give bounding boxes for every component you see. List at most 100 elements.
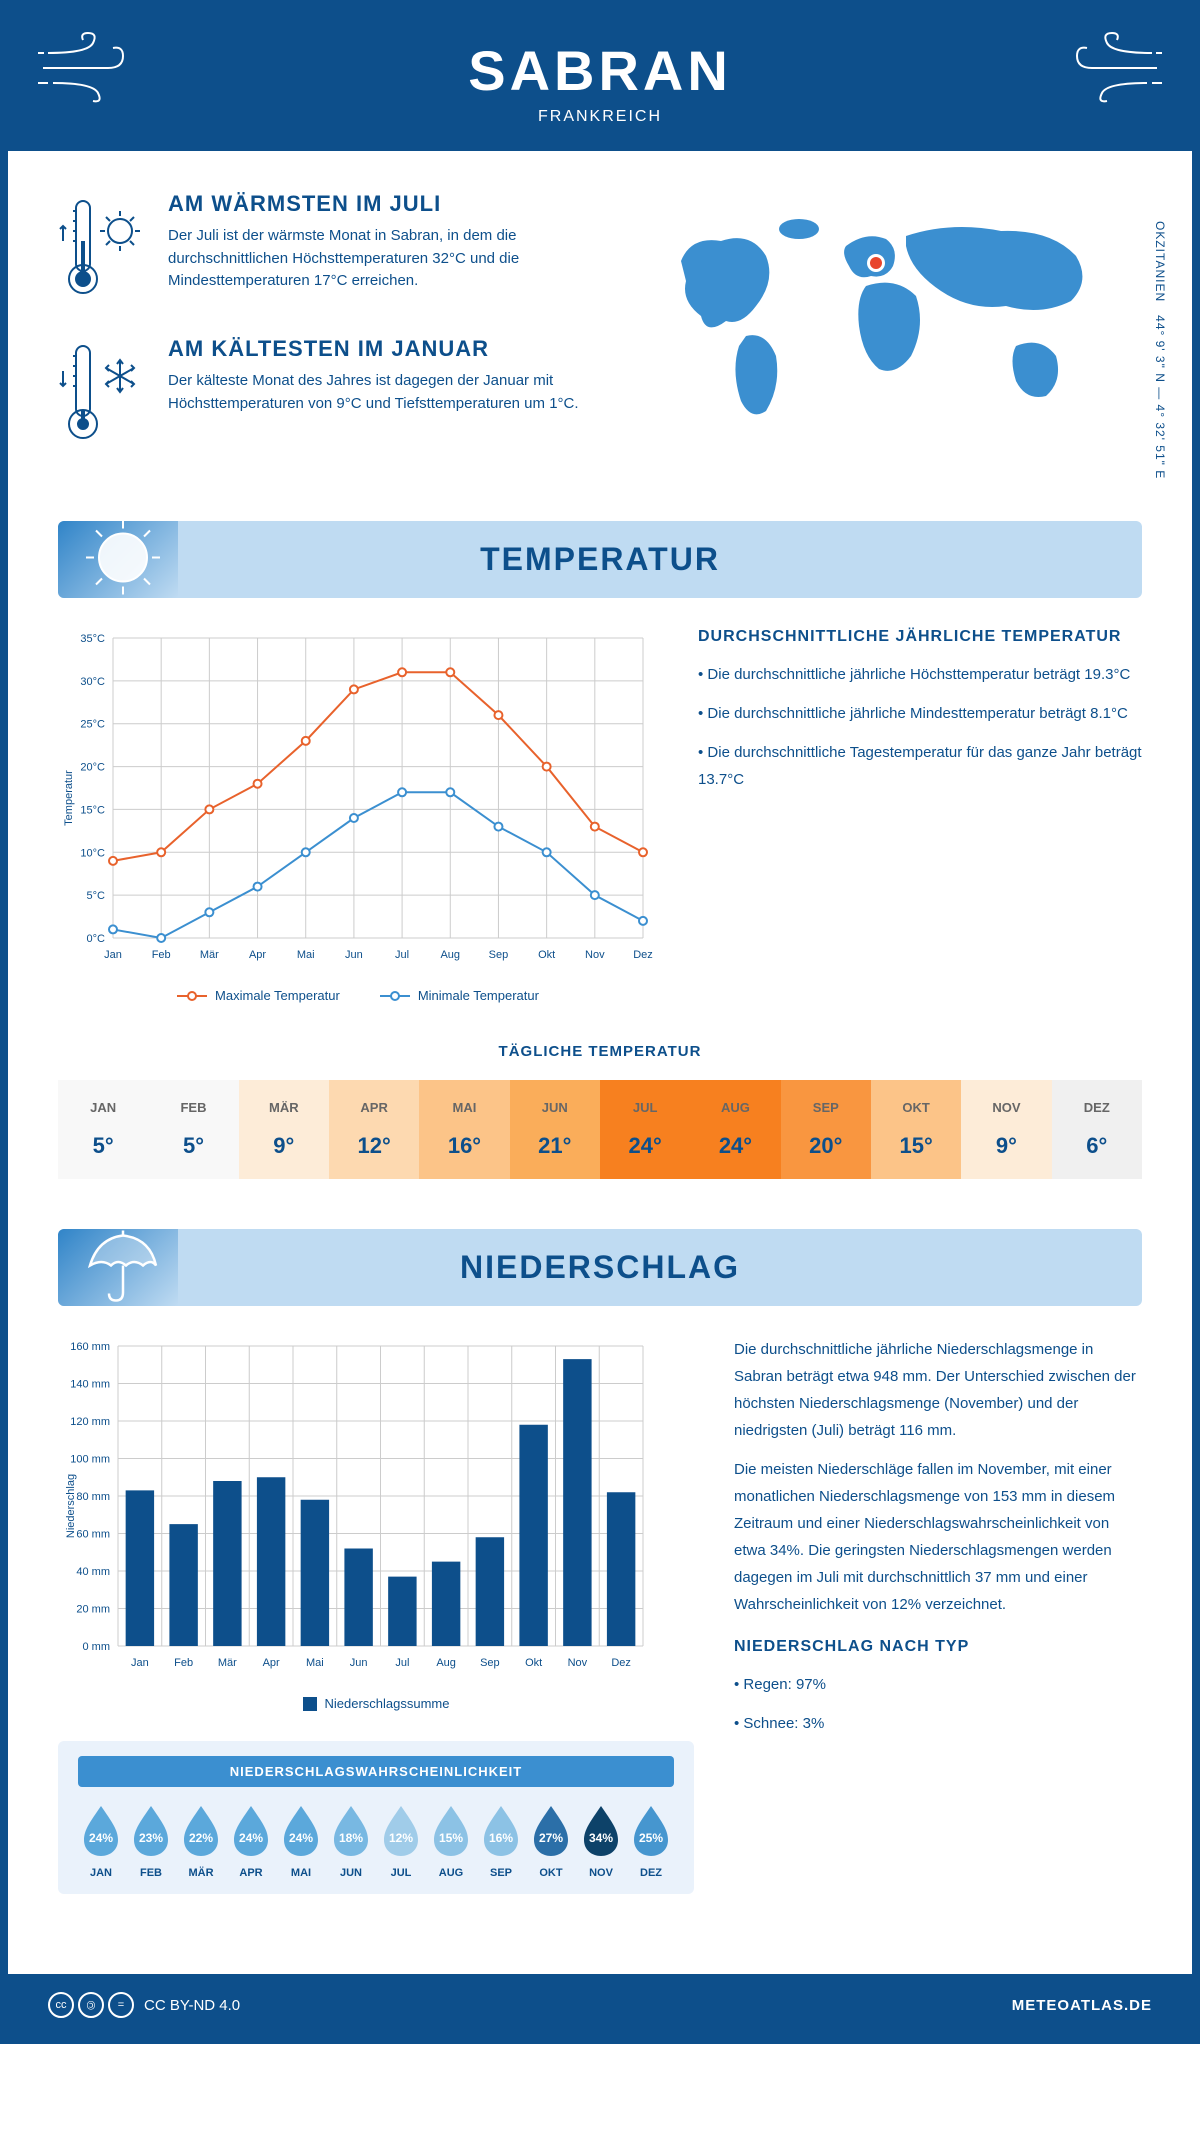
precip-drop: 15%AUG xyxy=(428,1802,474,1879)
svg-text:22%: 22% xyxy=(189,1831,213,1845)
svg-text:27%: 27% xyxy=(539,1831,563,1845)
svg-text:25%: 25% xyxy=(639,1831,663,1845)
daily-temp-cell: OKT15° xyxy=(871,1080,961,1179)
umbrella-icon xyxy=(78,1229,168,1306)
svg-text:Mai: Mai xyxy=(306,1657,324,1669)
precip-drop: 24%MAI xyxy=(278,1802,324,1879)
precip-drop: 27%OKT xyxy=(528,1802,574,1879)
avg-high-text: • Die durchschnittliche jährliche Höchst… xyxy=(698,661,1142,688)
svg-text:0 mm: 0 mm xyxy=(83,1641,111,1653)
svg-text:Dez: Dez xyxy=(633,949,653,961)
daily-temp-cell: MÄR9° xyxy=(239,1080,329,1179)
coldest-text: Der kälteste Monat des Jahres ist dagege… xyxy=(168,370,580,415)
precip-drop: 16%SEP xyxy=(478,1802,524,1879)
license-text: CC BY-ND 4.0 xyxy=(144,1997,240,2014)
svg-text:Sep: Sep xyxy=(489,949,509,961)
world-map: OKZITANIEN 44° 9' 3" N — 4° 32' 51" E xyxy=(620,191,1142,481)
svg-text:18%: 18% xyxy=(339,1831,363,1845)
wind-icon xyxy=(1052,28,1162,113)
svg-text:Apr: Apr xyxy=(249,949,266,961)
avg-daily-text: • Die durchschnittliche Tagestemperatur … xyxy=(698,739,1142,793)
svg-text:80 mm: 80 mm xyxy=(76,1491,110,1503)
daily-temp-cell: SEP20° xyxy=(781,1080,871,1179)
precipitation-probability: NIEDERSCHLAGSWAHRSCHEINLICHKEIT 24%JAN23… xyxy=(58,1741,694,1894)
thermometer-sun-icon xyxy=(58,191,148,306)
svg-text:15%: 15% xyxy=(439,1831,463,1845)
svg-text:160 mm: 160 mm xyxy=(70,1341,110,1353)
precipitation-banner: NIEDERSCHLAG xyxy=(58,1229,1142,1306)
svg-text:Okt: Okt xyxy=(538,949,555,961)
svg-text:Jan: Jan xyxy=(131,1657,149,1669)
svg-text:25°C: 25°C xyxy=(80,719,105,731)
city-title: SABRAN xyxy=(8,38,1192,103)
temperature-banner: TEMPERATUR xyxy=(58,521,1142,598)
svg-text:Nov: Nov xyxy=(568,1657,588,1669)
temperature-line-chart: 0°C5°C10°C15°C20°C25°C30°C35°CJanFebMärA… xyxy=(58,628,658,1003)
precip-drop: 24%JAN xyxy=(78,1802,124,1879)
daily-temp-title: TÄGLICHE TEMPERATUR xyxy=(58,1043,1142,1060)
sun-icon xyxy=(78,521,168,598)
avg-temp-heading: DURCHSCHNITTLICHE JÄHRLICHE TEMPERATUR xyxy=(698,628,1142,646)
svg-text:Dez: Dez xyxy=(611,1657,631,1669)
precip-type-heading: NIEDERSCHLAG NACH TYP xyxy=(734,1638,1142,1656)
precip-desc-1: Die durchschnittliche jährliche Niedersc… xyxy=(734,1336,1142,1444)
warmest-block: AM WÄRMSTEN IM JULI Der Juli ist der wär… xyxy=(58,191,580,306)
country-subtitle: FRANKREICH xyxy=(8,108,1192,126)
daily-temp-cell: MAI16° xyxy=(419,1080,509,1179)
daily-temp-cell: NOV9° xyxy=(961,1080,1051,1179)
svg-text:Jul: Jul xyxy=(395,1657,409,1669)
legend-precip: Niederschlagssumme xyxy=(303,1696,450,1711)
svg-text:23%: 23% xyxy=(139,1831,163,1845)
thermometer-snow-icon xyxy=(58,336,148,451)
legend-min: .legend-item:nth-child(2) .legend-line::… xyxy=(380,988,539,1003)
svg-text:Mär: Mär xyxy=(200,949,219,961)
svg-text:Aug: Aug xyxy=(440,949,460,961)
precip-drop: 24%APR xyxy=(228,1802,274,1879)
coldest-block: AM KÄLTESTEN IM JANUAR Der kälteste Mona… xyxy=(58,336,580,451)
footer: cc 🄯 = CC BY-ND 4.0 METEOATLAS.DE xyxy=(8,1974,1192,2036)
svg-text:34%: 34% xyxy=(589,1831,613,1845)
precip-drop: 22%MÄR xyxy=(178,1802,224,1879)
svg-text:35°C: 35°C xyxy=(80,633,105,645)
svg-text:12%: 12% xyxy=(389,1831,413,1845)
svg-text:Temperatur: Temperatur xyxy=(63,770,75,826)
svg-text:24%: 24% xyxy=(289,1831,313,1845)
svg-text:16%: 16% xyxy=(489,1831,513,1845)
svg-text:120 mm: 120 mm xyxy=(70,1416,110,1428)
svg-text:Mai: Mai xyxy=(297,949,315,961)
cc-icons: cc 🄯 = xyxy=(48,1992,134,2018)
svg-text:140 mm: 140 mm xyxy=(70,1379,110,1391)
legend-max: .legend-item:nth-child(1) .legend-line::… xyxy=(177,988,340,1003)
daily-temp-cell: JUL24° xyxy=(600,1080,690,1179)
site-name: METEOATLAS.DE xyxy=(1012,1997,1152,2014)
header: SABRAN FRANKREICH xyxy=(8,8,1192,151)
precip-desc-2: Die meisten Niederschläge fallen im Nove… xyxy=(734,1456,1142,1618)
daily-temp-cell: AUG24° xyxy=(690,1080,780,1179)
coldest-heading: AM KÄLTESTEN IM JANUAR xyxy=(168,336,580,362)
precip-drop: 34%NOV xyxy=(578,1802,624,1879)
svg-text:Mär: Mär xyxy=(218,1657,237,1669)
daily-temp-cell: DEZ6° xyxy=(1052,1080,1142,1179)
svg-text:Apr: Apr xyxy=(263,1657,280,1669)
daily-temp-cell: JUN21° xyxy=(510,1080,600,1179)
svg-text:Feb: Feb xyxy=(152,949,171,961)
svg-text:Okt: Okt xyxy=(525,1657,542,1669)
svg-text:24%: 24% xyxy=(239,1831,263,1845)
warmest-text: Der Juli ist der wärmste Monat in Sabran… xyxy=(168,225,580,293)
svg-text:Aug: Aug xyxy=(436,1657,456,1669)
svg-text:20 mm: 20 mm xyxy=(76,1604,110,1616)
wind-icon xyxy=(38,28,148,113)
daily-temp-table: JAN5°FEB5°MÄR9°APR12°MAI16°JUN21°JUL24°A… xyxy=(58,1080,1142,1179)
svg-text:60 mm: 60 mm xyxy=(76,1529,110,1541)
svg-text:Jun: Jun xyxy=(350,1657,368,1669)
avg-low-text: • Die durchschnittliche jährliche Mindes… xyxy=(698,700,1142,727)
svg-text:5°C: 5°C xyxy=(87,890,106,902)
svg-text:100 mm: 100 mm xyxy=(70,1454,110,1466)
precip-rain: • Regen: 97% xyxy=(734,1671,1142,1698)
svg-text:Niederschlag: Niederschlag xyxy=(65,1474,77,1538)
svg-text:10°C: 10°C xyxy=(80,847,105,859)
svg-text:20°C: 20°C xyxy=(80,762,105,774)
svg-text:15°C: 15°C xyxy=(80,804,105,816)
precip-drop: 23%FEB xyxy=(128,1802,174,1879)
svg-text:Feb: Feb xyxy=(174,1657,193,1669)
